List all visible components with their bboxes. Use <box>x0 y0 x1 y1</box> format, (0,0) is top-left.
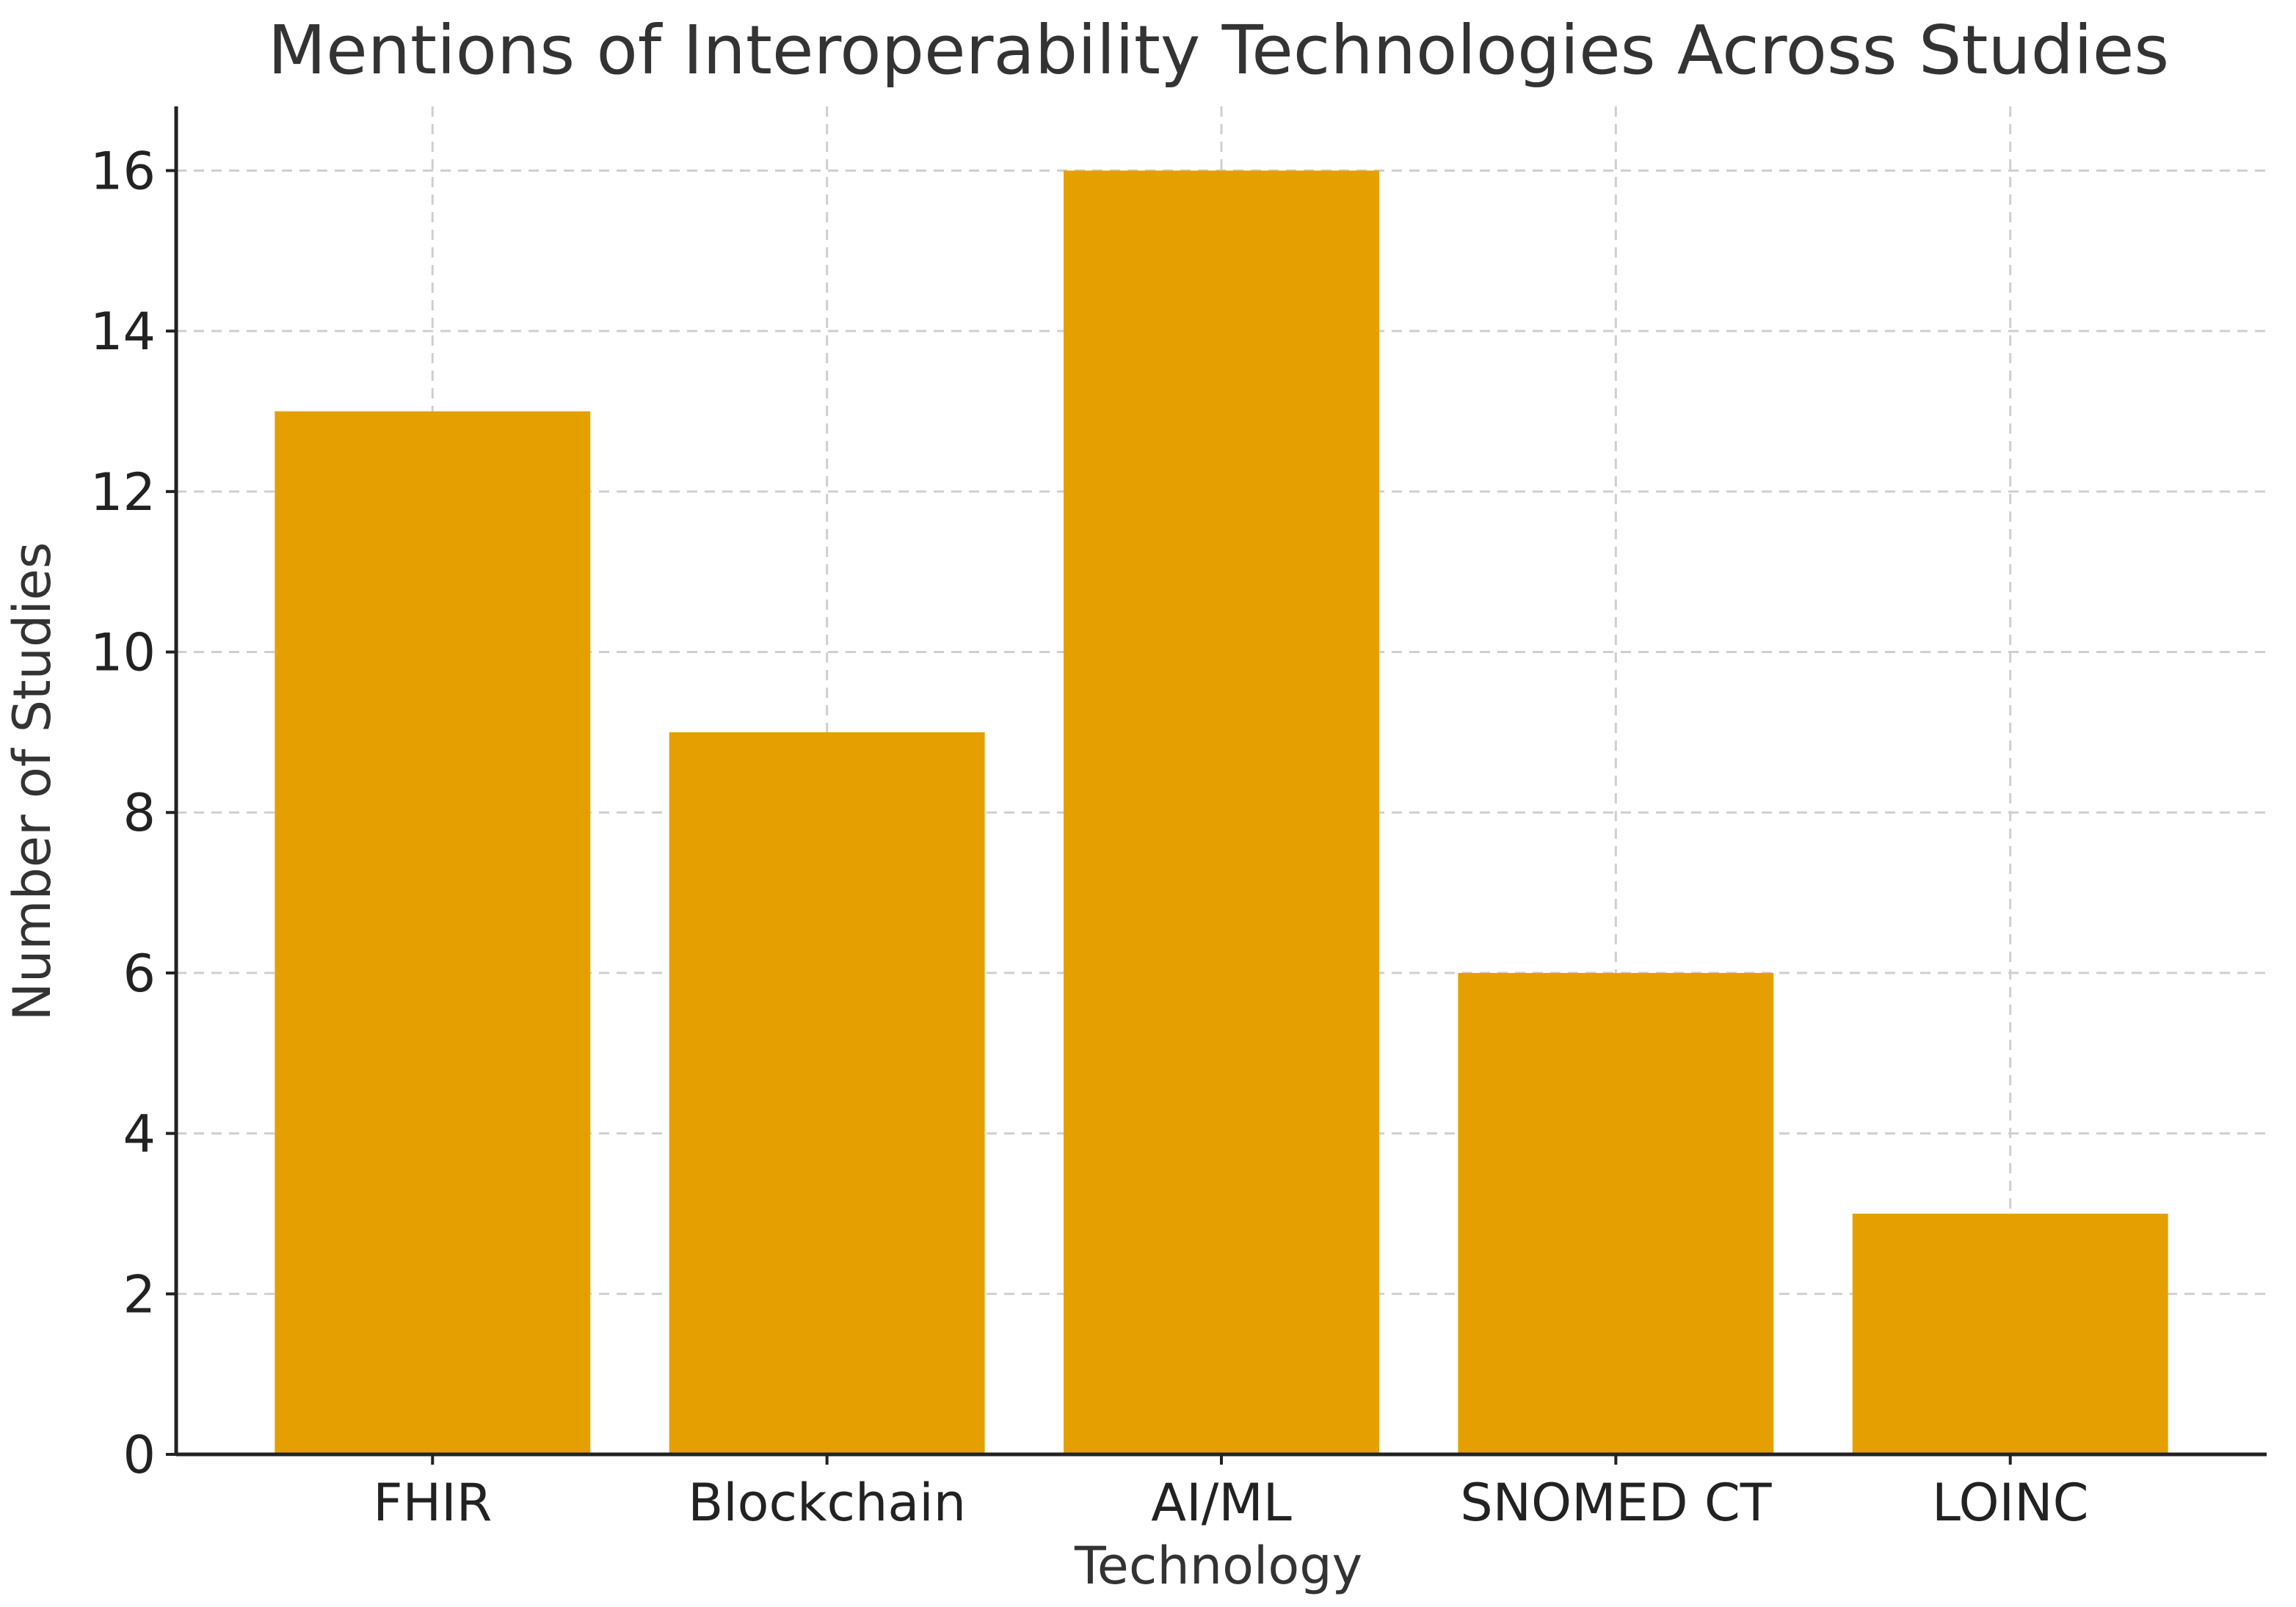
x-tick-label: Blockchain <box>688 1473 966 1533</box>
y-tick-label: 10 <box>90 623 156 683</box>
x-tick-label: LOINC <box>1932 1473 2089 1533</box>
x-tick-label: AI/ML <box>1151 1473 1292 1533</box>
x-tick-label: FHIR <box>373 1473 492 1533</box>
y-tick-label: 14 <box>90 302 156 362</box>
y-tick-label: 6 <box>123 944 156 1004</box>
bar-ai-ml <box>1064 170 1379 1454</box>
x-tick-label: SNOMED CT <box>1460 1473 1772 1533</box>
y-tick-label: 4 <box>123 1104 156 1165</box>
bar-blockchain <box>669 732 985 1454</box>
bars <box>275 170 2168 1454</box>
chart-title: Mentions of Interoperability Technologie… <box>268 11 2169 90</box>
y-axis-label: Number of Studies <box>2 542 62 1021</box>
x-axis-label: Technology <box>1074 1536 1362 1596</box>
y-tick-label: 16 <box>90 141 156 201</box>
y-tick-label: 2 <box>123 1264 156 1324</box>
y-tick-label: 0 <box>123 1425 156 1485</box>
y-axis-ticks: 0 2 4 6 8 10 12 14 16 <box>90 141 176 1485</box>
y-tick-label: 12 <box>90 462 156 522</box>
x-axis-ticks: FHIR Blockchain AI/ML SNOMED CT LOINC <box>373 1454 2088 1533</box>
bar-loinc <box>1852 1213 2168 1454</box>
y-tick-label: 8 <box>123 783 156 843</box>
bar-snomed-ct <box>1458 972 1774 1454</box>
bar-fhir <box>275 411 591 1454</box>
